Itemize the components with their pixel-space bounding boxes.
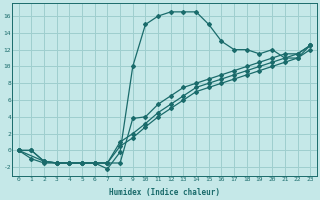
X-axis label: Humidex (Indice chaleur): Humidex (Indice chaleur) [109,188,220,197]
